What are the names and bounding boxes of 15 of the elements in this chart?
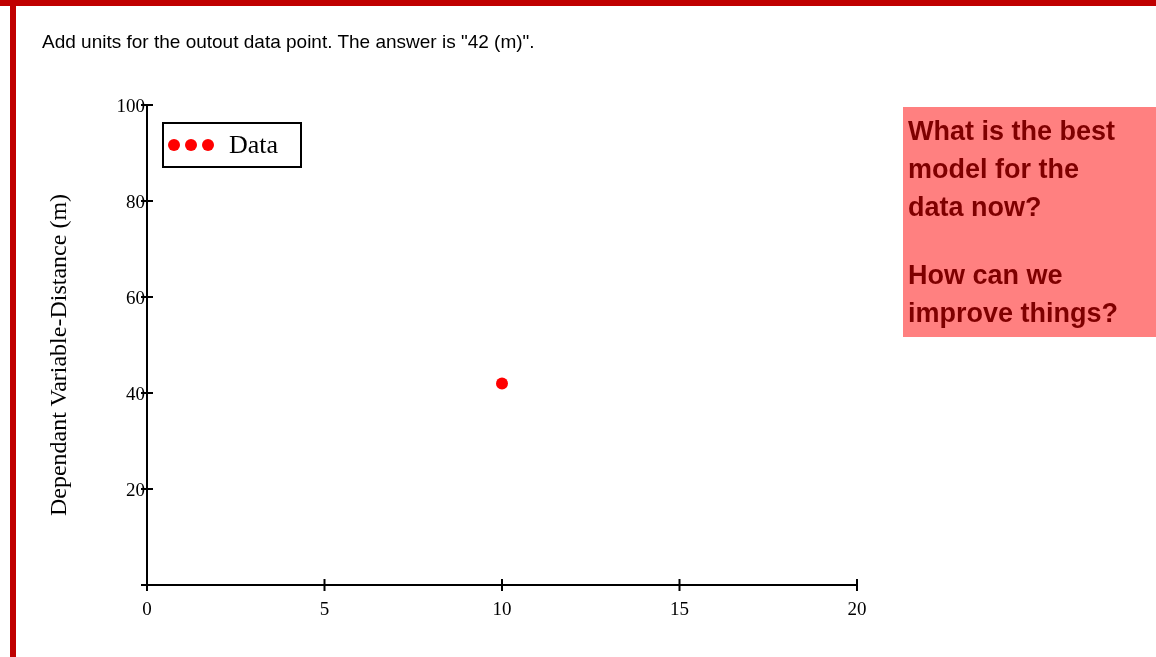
x-tick-label: 15 bbox=[670, 598, 689, 619]
x-tick-label: 20 bbox=[847, 598, 867, 619]
y-tick-label: 60 bbox=[126, 287, 145, 308]
x-tick-label: 10 bbox=[492, 598, 512, 619]
x-tick-label: 0 bbox=[142, 598, 152, 619]
y-tick-label: 40 bbox=[126, 383, 145, 404]
text: What is the best model for the data now? bbox=[908, 116, 1116, 222]
y-tick-label: 100 bbox=[116, 95, 145, 116]
y-tick-label: 20 bbox=[126, 479, 145, 500]
y-axis-title: Dependant Variable-Distance (m) bbox=[45, 193, 71, 517]
y-tick-label: 80 bbox=[126, 191, 145, 212]
chart-title: Add units for the outout data point. The answer is "42 (m)". bbox=[42, 31, 535, 52]
text: How can we improve things? bbox=[908, 260, 1119, 329]
legend-label: Data bbox=[229, 130, 279, 159]
x-tick-label: 5 bbox=[319, 598, 330, 619]
